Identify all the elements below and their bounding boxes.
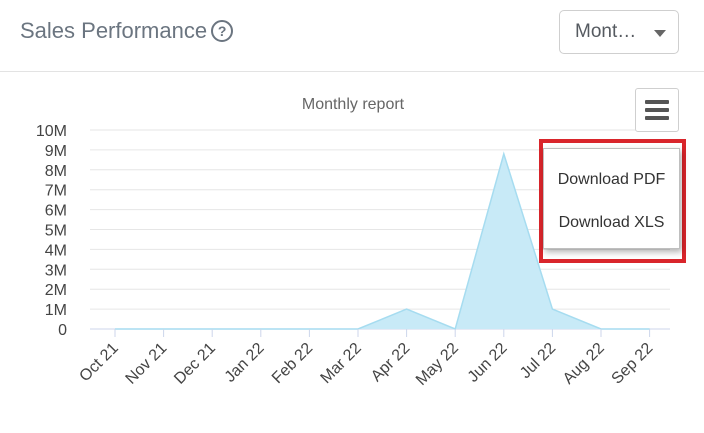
period-select-value: Mont… [575, 21, 637, 42]
data-point [502, 152, 506, 156]
x-tick-label: Dec 21 [171, 340, 219, 388]
x-tick-label: Nov 21 [123, 340, 171, 388]
x-tick-label: Mar 22 [318, 340, 365, 387]
y-tick-label: 3M [45, 262, 67, 279]
x-tick-label: Feb 22 [269, 340, 316, 387]
y-tick-label: 6M [45, 203, 67, 220]
data-point [405, 307, 409, 311]
chart-title: Monthly report [302, 96, 405, 113]
chart-export-menu: Download PDF Download XLS [543, 148, 680, 249]
y-tick-label: 2M [45, 282, 67, 299]
series-line [115, 151, 650, 331]
x-tick-label: Aug 22 [560, 340, 608, 388]
panel-header: Sales Performance ? Mont… [0, 0, 704, 72]
x-tick-label: May 22 [413, 340, 462, 389]
area-fill [115, 153, 650, 329]
y-tick-label: 9M [45, 143, 67, 160]
y-tick-label: 1M [45, 302, 67, 319]
x-tick-label: Jun 22 [465, 340, 511, 386]
caret-down-icon [654, 30, 666, 37]
y-tick-label: 10M [36, 123, 67, 140]
y-tick-label: 8M [45, 163, 67, 180]
page-title-text: Sales Performance [20, 18, 208, 43]
page-title: Sales Performance ? [20, 18, 234, 44]
y-tick-label: 5M [45, 223, 67, 240]
y-tick-label: 7M [45, 183, 67, 200]
x-tick-label: Sep 22 [609, 340, 657, 388]
period-select[interactable]: Mont… [559, 10, 679, 54]
y-tick-label: 4M [45, 242, 67, 259]
x-tick-label: Jan 22 [222, 340, 268, 386]
y-tick-label: 0 [58, 322, 67, 339]
x-tick-label: Jul 22 [517, 340, 559, 382]
question-circle-icon[interactable]: ? [211, 20, 234, 42]
chart-menu-button[interactable] [635, 88, 679, 132]
data-point [550, 307, 554, 311]
hamburger-menu-icon [645, 100, 669, 104]
download-xls-item[interactable]: Download XLS [558, 214, 665, 231]
x-tick-label: Oct 21 [76, 340, 121, 385]
download-pdf-item[interactable]: Download PDF [557, 171, 666, 188]
menu-highlight-frame [539, 139, 686, 263]
x-tick-label: Apr 22 [368, 340, 413, 385]
